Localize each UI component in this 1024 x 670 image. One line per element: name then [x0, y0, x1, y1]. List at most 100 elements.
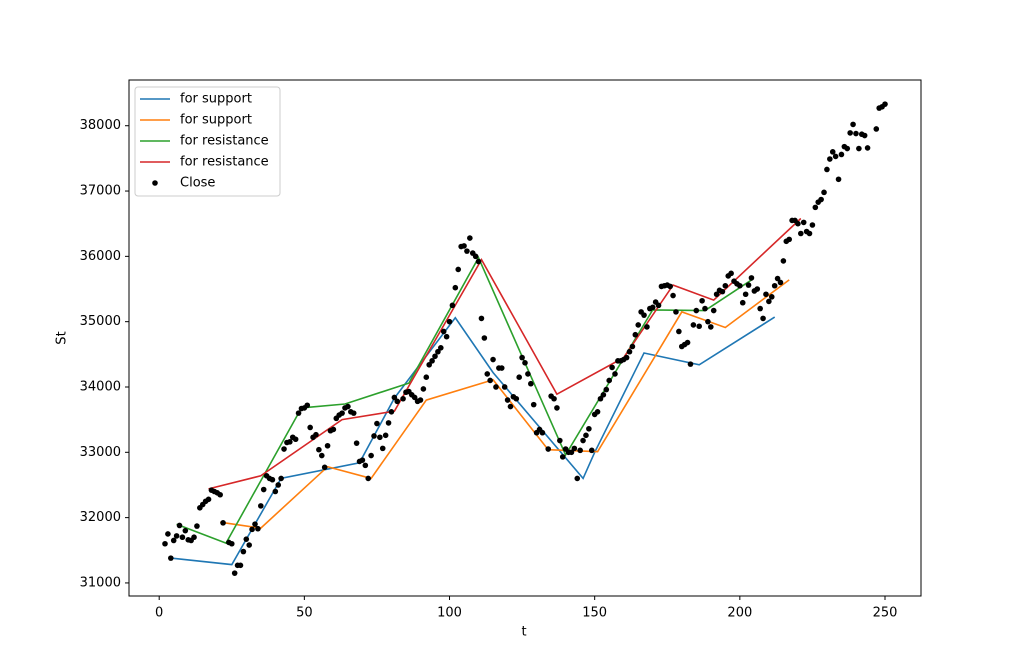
close-point	[275, 482, 282, 488]
y-tick-label: 31000	[80, 575, 121, 590]
close-point	[258, 503, 264, 509]
close-point	[577, 447, 583, 454]
close-point	[559, 454, 566, 460]
close-point	[255, 525, 261, 532]
close-point	[745, 282, 752, 288]
close-point	[568, 449, 575, 456]
close-point	[423, 374, 430, 380]
close-point	[835, 176, 842, 183]
close-point	[371, 433, 377, 439]
close-point	[173, 533, 180, 539]
close-point	[670, 292, 676, 299]
legend-label: for support	[180, 113, 252, 128]
legend-label: for resistance	[180, 155, 269, 170]
close-point	[388, 409, 395, 415]
close-point	[847, 130, 853, 136]
close-point	[237, 562, 244, 569]
close-point	[368, 452, 374, 459]
close-point	[316, 446, 322, 453]
close-point	[420, 386, 427, 392]
close-point	[864, 145, 871, 151]
close-point	[162, 540, 168, 547]
close-point	[217, 491, 223, 498]
close-point	[252, 521, 258, 527]
close-point	[588, 447, 595, 454]
close-point	[464, 248, 470, 254]
close-point	[516, 374, 522, 380]
close-point	[507, 403, 514, 410]
close-point	[786, 236, 792, 243]
y-tick-label: 38000	[80, 118, 121, 133]
close-point	[641, 312, 647, 318]
close-point	[391, 394, 398, 401]
y-tick-label: 33000	[80, 445, 121, 460]
close-point	[580, 437, 586, 444]
close-point	[623, 354, 630, 361]
close-point	[705, 318, 711, 325]
close-point	[411, 394, 418, 401]
close-point	[737, 282, 743, 289]
close-point	[557, 437, 563, 444]
close-point	[806, 230, 813, 237]
close-point	[754, 286, 761, 292]
close-point	[179, 534, 186, 541]
close-point	[850, 121, 856, 128]
x-tick-label: 100	[437, 606, 462, 621]
close-point	[748, 275, 755, 281]
close-point	[240, 548, 247, 555]
close-point	[467, 235, 473, 241]
close-point	[292, 436, 299, 443]
close-point	[798, 230, 804, 237]
close-point	[435, 348, 441, 355]
close-point	[777, 279, 784, 286]
close-point	[710, 307, 717, 314]
close-point	[440, 328, 447, 335]
close-point	[438, 344, 444, 351]
legend-label: Close	[180, 176, 215, 191]
close-point	[600, 392, 607, 398]
close-point	[165, 531, 171, 537]
close-point	[272, 488, 279, 495]
close-point	[838, 151, 845, 158]
close-point	[632, 331, 639, 338]
support-resistance-line	[176, 255, 752, 545]
legend-box	[134, 86, 281, 197]
close-point	[766, 298, 772, 305]
close-point	[571, 445, 578, 452]
close-point	[429, 358, 435, 364]
close-point	[475, 258, 482, 265]
close-point	[318, 452, 325, 459]
close-point	[461, 243, 467, 249]
y-tick-label: 37000	[80, 184, 121, 199]
close-point	[722, 282, 729, 289]
close-point	[249, 526, 255, 533]
close-point	[228, 540, 235, 547]
y-tick-label: 35000	[80, 314, 121, 329]
close-point	[795, 220, 801, 227]
close-point	[649, 304, 656, 311]
close-point	[554, 405, 560, 411]
close-point	[713, 291, 720, 298]
close-point	[690, 322, 697, 328]
close-point	[287, 439, 293, 445]
close-point	[673, 309, 679, 315]
close-point	[446, 318, 453, 325]
close-point	[191, 534, 197, 541]
close-point	[304, 402, 311, 409]
close-point	[821, 189, 827, 196]
x-axis-label: t	[521, 625, 526, 640]
close-point	[176, 522, 183, 529]
close-point	[220, 520, 226, 526]
close-point	[739, 299, 746, 306]
close-point	[818, 196, 824, 203]
close-point	[307, 424, 313, 431]
close-point	[594, 409, 601, 415]
legend-label: for support	[180, 92, 252, 107]
close-point	[757, 305, 763, 312]
close-point	[345, 403, 351, 410]
close-point	[377, 434, 383, 441]
close-point	[768, 294, 775, 300]
y-tick-label: 34000	[80, 379, 121, 394]
close-point	[719, 288, 726, 295]
